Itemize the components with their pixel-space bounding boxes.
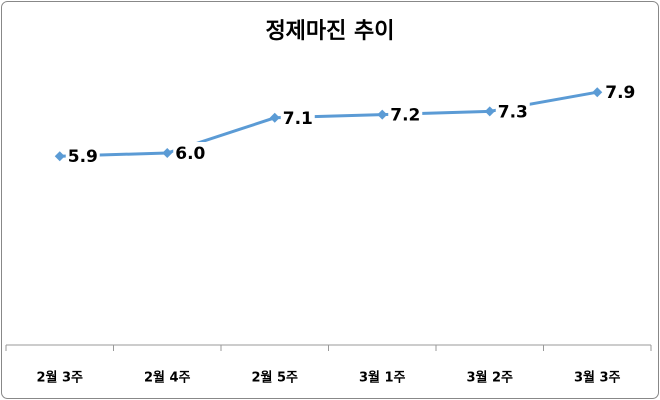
marker (54, 151, 65, 162)
marker (377, 109, 388, 120)
value-label-bg (495, 100, 530, 123)
marker (484, 106, 495, 117)
x-tick-label: 3월 2주 (466, 370, 513, 386)
chart-title: 정제마진 추이 (265, 19, 394, 44)
value-label: 7.9 (605, 83, 635, 103)
value-label-bg (173, 142, 208, 164)
marker (269, 112, 280, 123)
value-label: 7.3 (498, 102, 528, 122)
value-label-bg (388, 103, 423, 126)
x-tick-label: 2월 4주 (144, 370, 191, 386)
value-label-bg (65, 145, 100, 168)
x-tick-label: 3월 3주 (574, 370, 621, 386)
value-label: 5.9 (68, 147, 98, 167)
marker (592, 87, 603, 98)
value-label-bg (280, 106, 315, 129)
x-tick-label: 2월 5주 (251, 370, 298, 386)
value-label-bg (603, 81, 638, 104)
value-label: 7.1 (283, 109, 313, 129)
marker (162, 148, 173, 158)
x-tick-label: 2월 3주 (36, 370, 83, 386)
value-label: 7.2 (390, 106, 420, 126)
x-tick-label: 3월 1주 (359, 370, 406, 386)
value-label: 6.0 (175, 144, 205, 164)
